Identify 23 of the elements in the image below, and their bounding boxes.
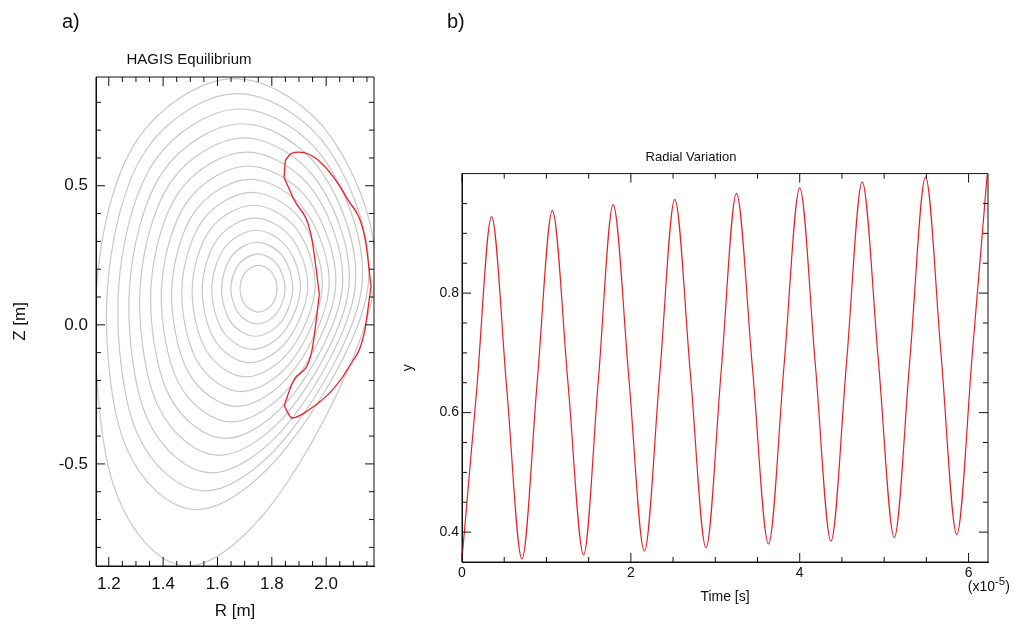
y-tick-label: 0.5 bbox=[64, 175, 88, 195]
x-axis-title: Time [s] bbox=[700, 588, 750, 605]
x-tick-label: 6 bbox=[964, 564, 973, 581]
x-tick-label: 2.0 bbox=[314, 573, 338, 593]
y-tick-label: 0.6 bbox=[439, 403, 460, 420]
text: a) bbox=[62, 10, 80, 33]
x-tick-label: 1.8 bbox=[260, 573, 284, 593]
x-tick-label: 1.4 bbox=[151, 573, 175, 593]
x-tick-label: 1.6 bbox=[205, 573, 230, 593]
chart-title: Radial Variation bbox=[645, 149, 737, 165]
y-axis-title: Z [m] bbox=[9, 302, 29, 341]
y-axis-title: y bbox=[399, 364, 416, 372]
x-tick-label: 1.2 bbox=[96, 573, 121, 593]
x-axis-title: R [m] bbox=[214, 601, 256, 621]
y-tick-label: 0.8 bbox=[439, 283, 460, 300]
x-tick-label: 0 bbox=[458, 564, 467, 581]
y-tick-label: -0.5 bbox=[58, 453, 88, 473]
text: b) bbox=[447, 10, 465, 33]
y-tick-label: 0.4 bbox=[439, 522, 460, 539]
chart-title: HAGIS Equilibrium bbox=[126, 50, 252, 68]
y-tick-label: 0.0 bbox=[64, 314, 88, 334]
x-tick-label: 4 bbox=[795, 564, 804, 581]
x-tick-label: 2 bbox=[626, 564, 635, 581]
